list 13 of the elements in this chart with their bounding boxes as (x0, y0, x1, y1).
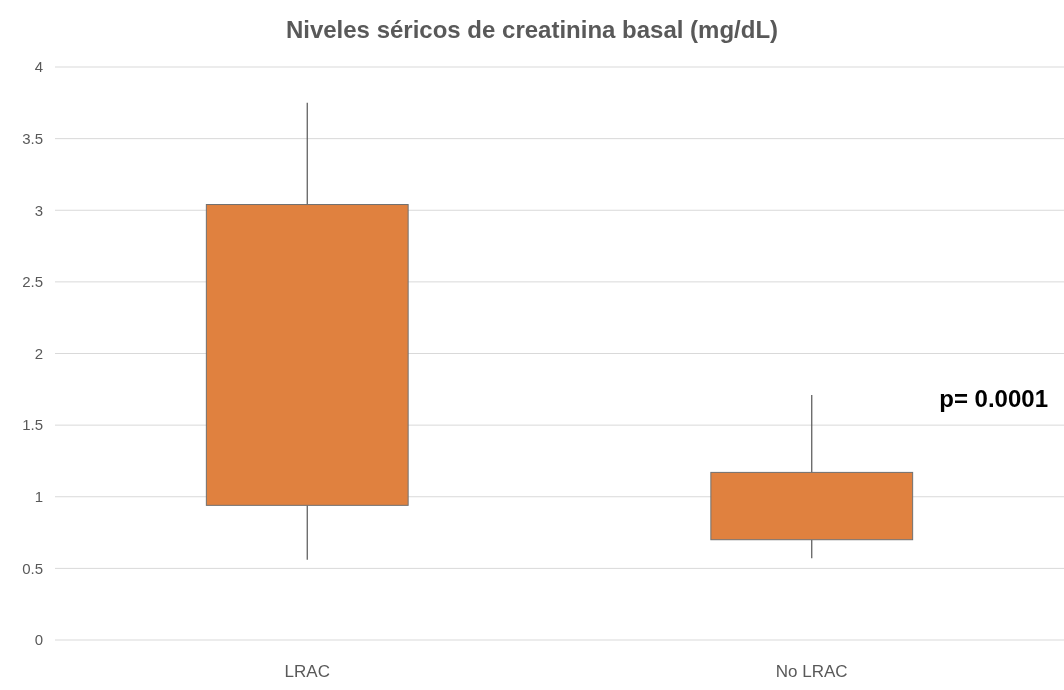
annotation: p= 0.0001 (939, 385, 1048, 413)
x-tick-label: No LRAC (775, 662, 848, 681)
y-tick-label: 3 (34, 201, 43, 219)
x-tick-label: LRAC (284, 662, 330, 681)
y-tick-label: 1 (34, 488, 43, 505)
y-tick-label: 4 (34, 58, 43, 76)
y-tick-label: 3.5 (22, 129, 43, 147)
y-tick-label: 1.5 (22, 416, 43, 434)
chart-title: Niveles séricos de creatinina basal (mg/dL) (285, 16, 779, 43)
y-tick-label: 2 (34, 344, 43, 362)
y-tick-label: 0 (34, 631, 43, 649)
y-tick-label: 0.5 (22, 559, 43, 577)
y-tick-label: 2.5 (22, 273, 43, 291)
